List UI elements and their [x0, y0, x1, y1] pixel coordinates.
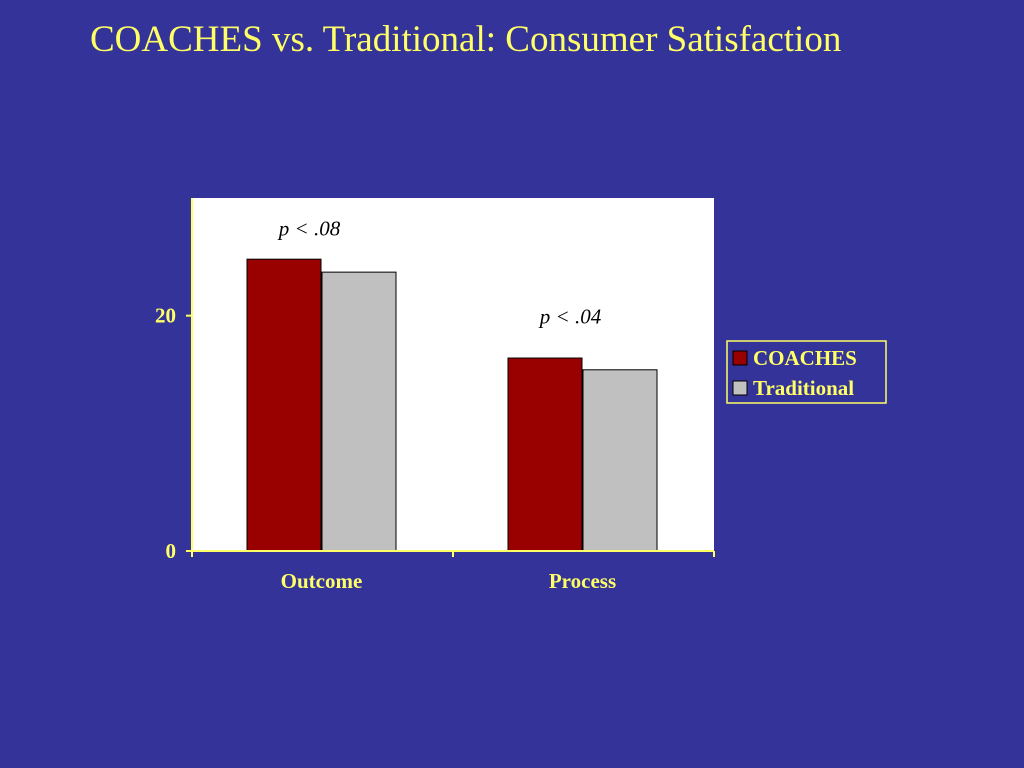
- significance-annotation: p < .08: [277, 216, 341, 240]
- x-categories-group: Outcome Process: [281, 569, 616, 593]
- axes-group: [191, 198, 715, 557]
- y-tick-label: 20: [155, 304, 176, 328]
- slide-title: COACHES vs. Traditional: Consumer Satisf…: [90, 19, 842, 60]
- y-ticks-group: 0 20: [155, 304, 192, 563]
- bar-coaches-process: [507, 357, 583, 552]
- legend-label-traditional: Traditional: [753, 376, 854, 400]
- y-tick-label: 0: [166, 539, 177, 563]
- legend-swatch-coaches: [732, 350, 748, 366]
- annotations-group: p < .08 p < .04: [277, 216, 602, 328]
- legend: COACHES Traditional: [726, 340, 887, 404]
- legend-swatch-traditional: [732, 380, 748, 396]
- legend-box: [726, 340, 887, 404]
- x-category-label: Process: [549, 569, 616, 593]
- significance-annotation: p < .04: [538, 305, 602, 329]
- bar-traditional-process: [582, 369, 658, 552]
- bars-group: [246, 258, 658, 552]
- x-category-label: Outcome: [281, 569, 363, 593]
- bar-traditional-outcome: [321, 271, 397, 552]
- bar-coaches-outcome: [246, 258, 322, 552]
- legend-label-coaches: COACHES: [753, 346, 857, 370]
